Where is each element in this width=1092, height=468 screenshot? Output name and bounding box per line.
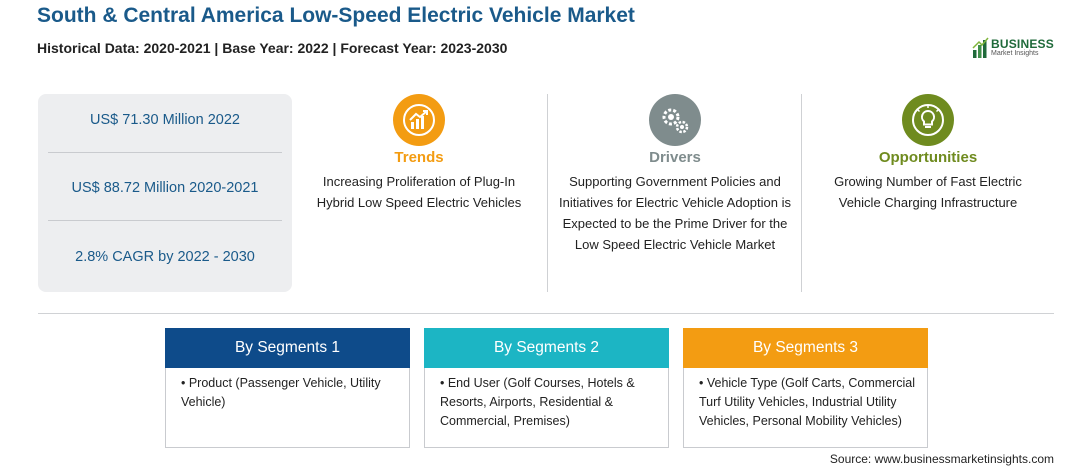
drivers-text: Supporting Government Policies and Initi… xyxy=(559,174,791,252)
brand-logo: BUSINESS Market Insights xyxy=(972,36,1062,62)
opportunities-text: Growing Number of Fast Electric Vehicle … xyxy=(834,174,1022,210)
segment-3-heading: By Segments 3 xyxy=(683,328,928,368)
trends-text: Increasing Proliferation of Plug-In Hybr… xyxy=(316,174,522,210)
source-note: Source: www.businessmarketinsights.com xyxy=(829,452,1054,466)
opportunities-heading: Opportunities xyxy=(878,149,978,166)
segment-1-text: • Product (Passenger Vehicle, Utility Ve… xyxy=(181,376,381,409)
section-divider xyxy=(38,313,1054,314)
trends-column: Trends Increasing Proliferation of Plug-… xyxy=(295,94,543,213)
logo-tagline: Market Insights xyxy=(991,50,1039,57)
logo-wordmark: BUSINESS xyxy=(991,37,1054,51)
column-divider xyxy=(801,94,802,292)
page-subtitle: Historical Data: 2020-2021 | Base Year: … xyxy=(37,40,508,56)
stat-market-2022: US$ 71.30 Million 2022 xyxy=(90,112,240,128)
segment-1-heading: By Segments 1 xyxy=(165,328,410,368)
logo-bars-icon xyxy=(972,37,989,58)
segment-2-heading: By Segments 2 xyxy=(424,328,669,368)
segment-2-text: • End User (Golf Courses, Hotels & Resor… xyxy=(440,376,635,428)
page-title: South & Central America Low-Speed Electr… xyxy=(37,4,635,27)
segment-card-3: By Segments 3 • Vehicle Type (Golf Carts… xyxy=(683,328,928,448)
gears-icon xyxy=(649,94,701,146)
stat-market-historical: US$ 88.72 Million 2020-2021 xyxy=(71,180,259,196)
drivers-heading: Drivers xyxy=(649,149,701,166)
drivers-column: Drivers Supporting Government Policies a… xyxy=(551,94,799,255)
rising-chart-icon xyxy=(393,94,445,146)
stats-divider xyxy=(48,152,282,153)
segment-3-text: • Vehicle Type (Golf Carts, Commercial T… xyxy=(699,376,916,428)
stats-panel: US$ 71.30 Million 2022 US$ 88.72 Million… xyxy=(38,94,292,292)
column-divider xyxy=(547,94,548,292)
opportunities-column: Opportunities Growing Number of Fast Ele… xyxy=(804,94,1052,213)
lightbulb-icon xyxy=(902,94,954,146)
stat-cagr: 2.8% CAGR by 2022 - 2030 xyxy=(75,249,255,265)
trends-heading: Trends xyxy=(394,149,444,166)
stats-divider xyxy=(48,220,282,221)
segment-card-2: By Segments 2 • End User (Golf Courses, … xyxy=(424,328,669,448)
segment-card-1: By Segments 1 • Product (Passenger Vehic… xyxy=(165,328,410,448)
